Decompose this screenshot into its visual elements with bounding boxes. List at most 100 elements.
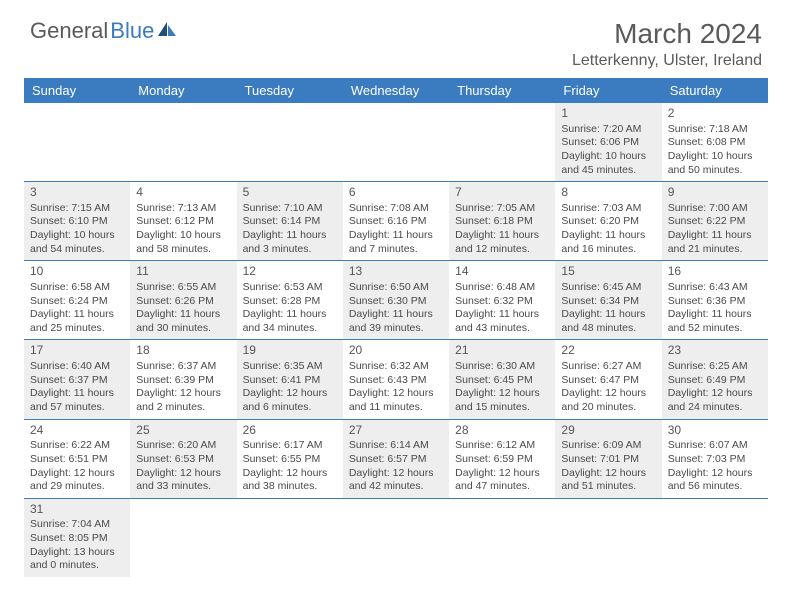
daylight2-text: and 39 minutes. <box>349 322 443 336</box>
week-row: 10Sunrise: 6:58 AMSunset: 6:24 PMDayligh… <box>24 261 768 340</box>
day-number: 22 <box>561 343 655 359</box>
calendar-cell: 31Sunrise: 7:04 AMSunset: 8:05 PMDayligh… <box>24 499 130 577</box>
day-number: 25 <box>136 423 230 439</box>
calendar-cell: 7Sunrise: 7:05 AMSunset: 6:18 PMDaylight… <box>449 182 555 260</box>
sunrise-text: Sunrise: 6:07 AM <box>668 439 762 453</box>
daylight2-text: and 33 minutes. <box>136 480 230 494</box>
day-number: 18 <box>136 343 230 359</box>
sunset-text: Sunset: 6:39 PM <box>136 374 230 388</box>
sunrise-text: Sunrise: 6:53 AM <box>243 281 337 295</box>
daylight2-text: and 7 minutes. <box>349 243 443 257</box>
day-number: 7 <box>455 185 549 201</box>
sunrise-text: Sunrise: 6:35 AM <box>243 360 337 374</box>
calendar-cell: 22Sunrise: 6:27 AMSunset: 6:47 PMDayligh… <box>555 340 661 418</box>
daylight2-text: and 42 minutes. <box>349 480 443 494</box>
sunset-text: Sunset: 6:06 PM <box>561 136 655 150</box>
daylight2-text: and 38 minutes. <box>243 480 337 494</box>
sunrise-text: Sunrise: 6:17 AM <box>243 439 337 453</box>
daylight2-text: and 0 minutes. <box>30 559 124 573</box>
sunset-text: Sunset: 6:24 PM <box>30 295 124 309</box>
daylight1-text: Daylight: 11 hours <box>243 229 337 243</box>
day-number: 28 <box>455 423 549 439</box>
daylight2-text: and 12 minutes. <box>455 243 549 257</box>
sunrise-text: Sunrise: 6:27 AM <box>561 360 655 374</box>
daylight2-text: and 47 minutes. <box>455 480 549 494</box>
sunset-text: Sunset: 6:34 PM <box>561 295 655 309</box>
calendar-cell <box>343 103 449 181</box>
daylight2-text: and 11 minutes. <box>349 401 443 415</box>
calendar-cell: 25Sunrise: 6:20 AMSunset: 6:53 PMDayligh… <box>130 420 236 498</box>
daylight2-text: and 54 minutes. <box>30 243 124 257</box>
day-number: 19 <box>243 343 337 359</box>
sunset-text: Sunset: 8:05 PM <box>30 532 124 546</box>
day-number: 3 <box>30 185 124 201</box>
sunset-text: Sunset: 7:01 PM <box>561 453 655 467</box>
daylight2-text: and 24 minutes. <box>668 401 762 415</box>
calendar-cell <box>130 499 236 577</box>
calendar-cell: 16Sunrise: 6:43 AMSunset: 6:36 PMDayligh… <box>662 261 768 339</box>
calendar-cell <box>555 499 661 577</box>
daylight1-text: Daylight: 10 hours <box>561 150 655 164</box>
calendar-cell <box>130 103 236 181</box>
week-row: 17Sunrise: 6:40 AMSunset: 6:37 PMDayligh… <box>24 340 768 419</box>
sunrise-text: Sunrise: 7:08 AM <box>349 202 443 216</box>
daylight1-text: Daylight: 12 hours <box>243 467 337 481</box>
daylight1-text: Daylight: 12 hours <box>561 387 655 401</box>
daylight1-text: Daylight: 12 hours <box>136 387 230 401</box>
calendar-cell <box>662 499 768 577</box>
month-title: March 2024 <box>572 18 762 50</box>
logo-text-1: General <box>30 18 108 44</box>
daylight2-text: and 20 minutes. <box>561 401 655 415</box>
sunrise-text: Sunrise: 7:05 AM <box>455 202 549 216</box>
calendar-cell: 26Sunrise: 6:17 AMSunset: 6:55 PMDayligh… <box>237 420 343 498</box>
sunset-text: Sunset: 6:30 PM <box>349 295 443 309</box>
calendar-cell: 15Sunrise: 6:45 AMSunset: 6:34 PMDayligh… <box>555 261 661 339</box>
sunrise-text: Sunrise: 7:15 AM <box>30 202 124 216</box>
sunset-text: Sunset: 6:14 PM <box>243 215 337 229</box>
calendar-cell: 18Sunrise: 6:37 AMSunset: 6:39 PMDayligh… <box>130 340 236 418</box>
day-number: 9 <box>668 185 762 201</box>
sunrise-text: Sunrise: 7:18 AM <box>668 123 762 137</box>
sunset-text: Sunset: 6:10 PM <box>30 215 124 229</box>
daylight2-text: and 15 minutes. <box>455 401 549 415</box>
daylight2-text: and 45 minutes. <box>561 164 655 178</box>
calendar-cell: 17Sunrise: 6:40 AMSunset: 6:37 PMDayligh… <box>24 340 130 418</box>
sunset-text: Sunset: 6:43 PM <box>349 374 443 388</box>
day-number: 27 <box>349 423 443 439</box>
sunset-text: Sunset: 6:55 PM <box>243 453 337 467</box>
daylight1-text: Daylight: 11 hours <box>561 229 655 243</box>
sunset-text: Sunset: 6:41 PM <box>243 374 337 388</box>
daylight1-text: Daylight: 12 hours <box>668 467 762 481</box>
day-number: 1 <box>561 106 655 122</box>
calendar-cell: 19Sunrise: 6:35 AMSunset: 6:41 PMDayligh… <box>237 340 343 418</box>
day-header: Saturday <box>662 78 768 103</box>
sunrise-text: Sunrise: 7:20 AM <box>561 123 655 137</box>
daylight1-text: Daylight: 11 hours <box>243 308 337 322</box>
daylight2-text: and 34 minutes. <box>243 322 337 336</box>
daylight1-text: Daylight: 10 hours <box>30 229 124 243</box>
daylight1-text: Daylight: 12 hours <box>349 387 443 401</box>
sunrise-text: Sunrise: 6:48 AM <box>455 281 549 295</box>
daylight2-text: and 51 minutes. <box>561 480 655 494</box>
calendar-cell <box>449 103 555 181</box>
daylight2-text: and 29 minutes. <box>30 480 124 494</box>
day-number: 26 <box>243 423 337 439</box>
sunset-text: Sunset: 6:28 PM <box>243 295 337 309</box>
daylight1-text: Daylight: 11 hours <box>349 308 443 322</box>
daylight1-text: Daylight: 12 hours <box>30 467 124 481</box>
calendar-cell: 29Sunrise: 6:09 AMSunset: 7:01 PMDayligh… <box>555 420 661 498</box>
day-header: Monday <box>130 78 236 103</box>
logo-text-2: Blue <box>110 18 154 44</box>
sunrise-text: Sunrise: 6:58 AM <box>30 281 124 295</box>
day-number: 5 <box>243 185 337 201</box>
day-number: 8 <box>561 185 655 201</box>
week-row: 24Sunrise: 6:22 AMSunset: 6:51 PMDayligh… <box>24 420 768 499</box>
sunrise-text: Sunrise: 7:10 AM <box>243 202 337 216</box>
daylight2-text: and 52 minutes. <box>668 322 762 336</box>
calendar-cell: 1Sunrise: 7:20 AMSunset: 6:06 PMDaylight… <box>555 103 661 181</box>
calendar: Sunday Monday Tuesday Wednesday Thursday… <box>24 78 768 577</box>
daylight1-text: Daylight: 12 hours <box>455 467 549 481</box>
sunset-text: Sunset: 6:37 PM <box>30 374 124 388</box>
calendar-cell <box>449 499 555 577</box>
day-number: 29 <box>561 423 655 439</box>
